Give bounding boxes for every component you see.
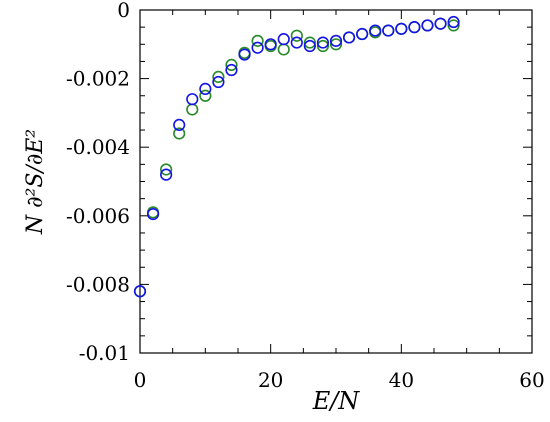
data-point-series-1: [290, 29, 303, 42]
data-point-series-1: [329, 38, 343, 51]
plot-frame: [139, 9, 533, 354]
data-point-series-2: [225, 63, 238, 77]
data-point-series-2: [356, 27, 369, 41]
data-point-series-1: [212, 70, 225, 83]
data-point-series-2: [408, 21, 421, 34]
data-point-series-2: [329, 34, 343, 47]
data-point-series-2: [199, 82, 212, 95]
x-tick-label: 0: [134, 368, 147, 392]
data-point-series-2: [251, 41, 264, 54]
y-tick-label: 0: [117, 0, 130, 22]
y-tick-label: -0.01: [79, 341, 130, 365]
data-point-series-1: [160, 163, 173, 176]
data-point-series-2: [160, 168, 173, 181]
data-point-series-2: [434, 17, 447, 30]
data-point-series-2: [238, 48, 251, 61]
data-point-series-2: [382, 24, 395, 37]
data-point-series-1: [186, 103, 199, 116]
data-point-series-1: [225, 58, 238, 71]
data-point-series-1: [303, 36, 316, 49]
data-point-series-2: [369, 24, 382, 37]
data-point-series-1: [173, 127, 186, 140]
data-point-series-2: [133, 285, 147, 298]
data-point-series-2: [277, 33, 290, 46]
y-tick-label: -0.002: [66, 67, 130, 91]
data-point-series-2: [303, 39, 316, 53]
data-point-series-1: [316, 39, 330, 53]
y-axis-title: N ∂²S/∂E²: [23, 129, 48, 235]
data-point-series-2: [146, 207, 160, 221]
data-point-series-1: [251, 34, 264, 47]
data-point-series-1: [447, 19, 460, 32]
x-axis-title: E/N: [312, 387, 361, 415]
data-point-series-2: [447, 15, 460, 29]
x-tick-label: 60: [519, 368, 544, 392]
data-point-series-2: [173, 118, 186, 132]
y-tick-label: -0.008: [66, 272, 130, 296]
data-point-series-2: [212, 75, 225, 89]
x-tick-label: 40: [389, 368, 414, 392]
data-point-series-1: [199, 89, 212, 102]
data-point-series-2: [316, 36, 330, 49]
x-tick-label: 20: [258, 368, 283, 392]
data-point-series-2: [264, 38, 277, 51]
data-point-series-2: [290, 36, 303, 49]
y-tick-label: -0.006: [66, 204, 130, 228]
data-point-series-2: [421, 19, 434, 32]
data-point-series-1: [277, 43, 290, 56]
data-point-series-2: [186, 93, 199, 106]
data-point-series-2: [342, 31, 356, 44]
data-point-series-2: [395, 22, 408, 35]
y-tick-label: -0.004: [66, 135, 130, 159]
